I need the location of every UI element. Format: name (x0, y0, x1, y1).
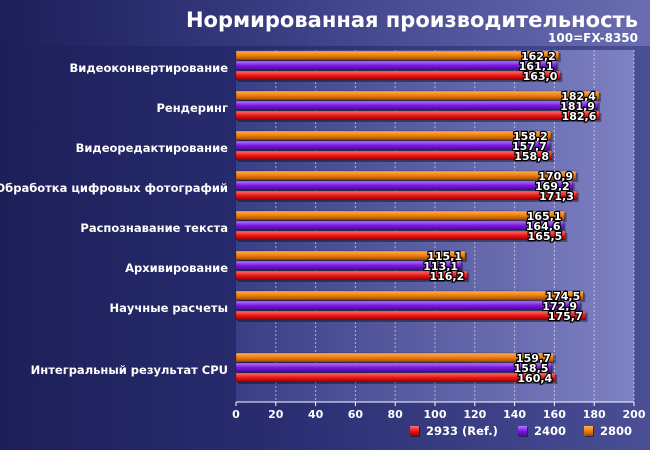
bar-value-label: 157,7 (512, 140, 547, 153)
category-label: Архивирование (125, 261, 228, 275)
bar (235, 260, 462, 271)
category-label: Обработка цифровых фотографий (0, 181, 228, 195)
bar-value-label: 182,6 (562, 110, 597, 123)
legend-swatch (410, 426, 419, 436)
bar (235, 220, 564, 231)
bar-value-label: 181,9 (560, 100, 595, 113)
x-tick-label: 60 (348, 408, 364, 421)
category-label: Научные расчеты (110, 301, 229, 315)
bar (235, 210, 565, 221)
category-label: Распознавание текста (80, 221, 228, 235)
bar (235, 150, 553, 161)
legend-swatch (518, 426, 527, 436)
bar-value-label: 182,4 (561, 90, 596, 103)
bar-value-label: 160,4 (517, 372, 552, 385)
x-tick-label: 0 (232, 408, 240, 421)
legend-label: 2933 (Ref.) (426, 424, 498, 438)
legend: 2933 (Ref.) 2400 2800 (410, 424, 632, 438)
x-tick-label: 100 (424, 408, 447, 421)
chart-subtitle: 100=FX-8350 (548, 31, 638, 45)
bar-value-label: 175,7 (548, 310, 583, 323)
bar-value-label: 174,5 (545, 290, 580, 303)
bar-value-label: 161,1 (519, 60, 554, 73)
bar-value-label: 165,1 (527, 210, 562, 223)
header-band (0, 0, 650, 46)
legend-label: 2400 (534, 424, 566, 438)
bar (235, 250, 466, 261)
bar-value-label: 116,2 (429, 270, 464, 283)
chart-title: Нормированная производительность (186, 8, 638, 32)
bar (235, 90, 600, 101)
x-tick-label: 20 (268, 408, 284, 421)
bar-value-label: 158,2 (513, 130, 548, 143)
bar-value-label: 171,3 (539, 190, 574, 203)
category-label: Интегральный результат CPU (31, 363, 228, 377)
bar-value-label: 113,1 (423, 260, 458, 273)
x-tick-label: 160 (543, 408, 566, 421)
bar-value-label: 159,7 (516, 352, 551, 365)
category-labels: Видеоконвертирование Рендеринг Видеоредакт… (0, 61, 228, 377)
bar (235, 352, 555, 363)
bar-value-label: 165,5 (528, 230, 563, 243)
bar (235, 60, 557, 71)
bar (235, 50, 560, 61)
bar (235, 180, 573, 191)
bar (235, 372, 556, 383)
category-label: Рендеринг (156, 101, 228, 115)
x-tick-label: 140 (503, 408, 526, 421)
bar-value-label: 158,8 (514, 150, 549, 163)
bar (235, 100, 599, 111)
bar (235, 190, 578, 201)
x-tick-label: 200 (623, 408, 646, 421)
x-tick-label: 40 (308, 408, 324, 421)
bar (235, 290, 584, 301)
bar (235, 170, 577, 181)
bar (235, 362, 552, 373)
bar-value-label: 170,9 (538, 170, 573, 183)
legend-swatch (584, 426, 593, 436)
bar (235, 110, 600, 121)
bar (235, 270, 468, 281)
x-tick-labels: 0 20 40 60 80 100 120 140 160 180 200 (232, 402, 646, 421)
bar-value-label: 169,2 (535, 180, 570, 193)
x-tick-label: 180 (583, 408, 606, 421)
legend-label: 2800 (600, 424, 632, 438)
x-tick-label: 120 (463, 408, 486, 421)
bar-value-label: 172,9 (542, 300, 577, 313)
bar-value-label: 164,6 (526, 220, 561, 233)
bar-value-label: 115,1 (427, 250, 462, 263)
bar (235, 300, 581, 311)
bar-value-label: 158,5 (514, 362, 549, 375)
bar (235, 140, 551, 151)
category-label: Видеоредактирование (76, 141, 229, 155)
x-tick-label: 80 (388, 408, 404, 421)
bar-value-label: 163,0 (523, 70, 558, 83)
category-label: Видеоконвертирование (70, 61, 229, 75)
bar (235, 230, 566, 241)
bar-value-label: 162,2 (521, 50, 556, 63)
bar (235, 70, 561, 81)
bar (235, 310, 586, 321)
bar (235, 130, 552, 141)
